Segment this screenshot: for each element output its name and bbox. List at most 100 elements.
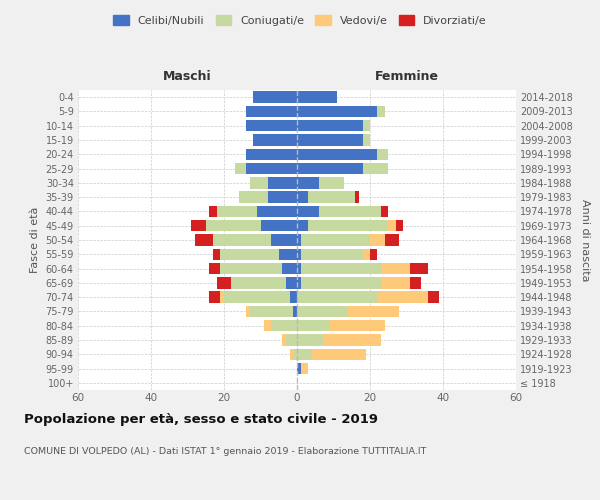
Bar (301, 248, 363, 260)
Bar (191, 220, 206, 232)
Bar (319, 177, 344, 188)
Bar (381, 263, 410, 274)
Bar (268, 177, 297, 188)
Bar (220, 263, 283, 274)
Bar (253, 92, 297, 103)
Bar (297, 277, 301, 288)
Bar (297, 192, 308, 203)
Text: Maschi: Maschi (163, 70, 212, 82)
Bar (213, 234, 271, 246)
Bar (271, 320, 297, 332)
Bar (283, 263, 297, 274)
Bar (297, 306, 348, 317)
Bar (283, 334, 286, 345)
Bar (271, 234, 297, 246)
Legend: Celibi/Nubili, Coniugati/e, Vedovi/e, Divorziati/e: Celibi/Nubili, Coniugati/e, Vedovi/e, Di… (109, 10, 491, 30)
Text: Popolazione per età, sesso e stato civile - 2019: Popolazione per età, sesso e stato civil… (24, 412, 378, 426)
Bar (319, 206, 381, 217)
Bar (239, 192, 268, 203)
Bar (330, 320, 385, 332)
Bar (246, 306, 250, 317)
Bar (264, 320, 271, 332)
Bar (297, 120, 363, 132)
Bar (355, 192, 359, 203)
Bar (297, 292, 377, 303)
Bar (301, 363, 308, 374)
Bar (370, 234, 385, 246)
Bar (297, 134, 363, 145)
Y-axis label: Fasce di età: Fasce di età (30, 207, 40, 273)
Bar (206, 220, 260, 232)
Bar (381, 277, 410, 288)
Bar (381, 206, 388, 217)
Bar (363, 134, 370, 145)
Bar (250, 306, 293, 317)
Bar (428, 292, 439, 303)
Bar (363, 120, 370, 132)
Bar (363, 248, 370, 260)
Bar (209, 263, 220, 274)
Bar (385, 234, 399, 246)
Bar (311, 348, 367, 360)
Bar (290, 348, 293, 360)
Bar (246, 163, 297, 174)
Bar (297, 334, 323, 345)
Bar (363, 163, 388, 174)
Bar (377, 106, 385, 117)
Bar (235, 163, 246, 174)
Bar (290, 292, 297, 303)
Bar (293, 306, 297, 317)
Bar (348, 306, 399, 317)
Bar (286, 334, 297, 345)
Bar (297, 163, 363, 174)
Text: COMUNE DI VOLPEDO (AL) - Dati ISTAT 1° gennaio 2019 - Elaborazione TUTTITALIA.IT: COMUNE DI VOLPEDO (AL) - Dati ISTAT 1° g… (24, 448, 427, 456)
Bar (323, 334, 381, 345)
Bar (246, 148, 297, 160)
Bar (410, 263, 428, 274)
Bar (250, 177, 268, 188)
Bar (297, 220, 308, 232)
Text: Femmine: Femmine (374, 70, 439, 82)
Bar (297, 263, 301, 274)
Bar (370, 248, 377, 260)
Bar (395, 220, 403, 232)
Bar (297, 177, 319, 188)
Bar (297, 348, 311, 360)
Bar (279, 248, 297, 260)
Bar (377, 148, 388, 160)
Bar (260, 220, 297, 232)
Bar (377, 292, 428, 303)
Bar (301, 234, 370, 246)
Bar (293, 348, 297, 360)
Bar (286, 277, 297, 288)
Y-axis label: Anni di nascita: Anni di nascita (580, 198, 590, 281)
Bar (308, 192, 355, 203)
Bar (257, 206, 297, 217)
Bar (297, 106, 377, 117)
Bar (209, 292, 220, 303)
Bar (297, 248, 301, 260)
Bar (224, 292, 290, 303)
Bar (308, 220, 388, 232)
Bar (388, 220, 395, 232)
Bar (297, 234, 301, 246)
Bar (217, 277, 232, 288)
Bar (301, 263, 381, 274)
Bar (232, 277, 286, 288)
Bar (246, 106, 297, 117)
Bar (220, 248, 279, 260)
Bar (297, 92, 337, 103)
Bar (268, 192, 297, 203)
Bar (297, 148, 377, 160)
Bar (217, 206, 257, 217)
Bar (410, 277, 421, 288)
Bar (253, 134, 297, 145)
Bar (246, 120, 297, 132)
Bar (209, 206, 217, 217)
Bar (297, 320, 330, 332)
Bar (220, 292, 224, 303)
Bar (297, 206, 319, 217)
Bar (213, 248, 220, 260)
Bar (195, 234, 213, 246)
Bar (297, 363, 301, 374)
